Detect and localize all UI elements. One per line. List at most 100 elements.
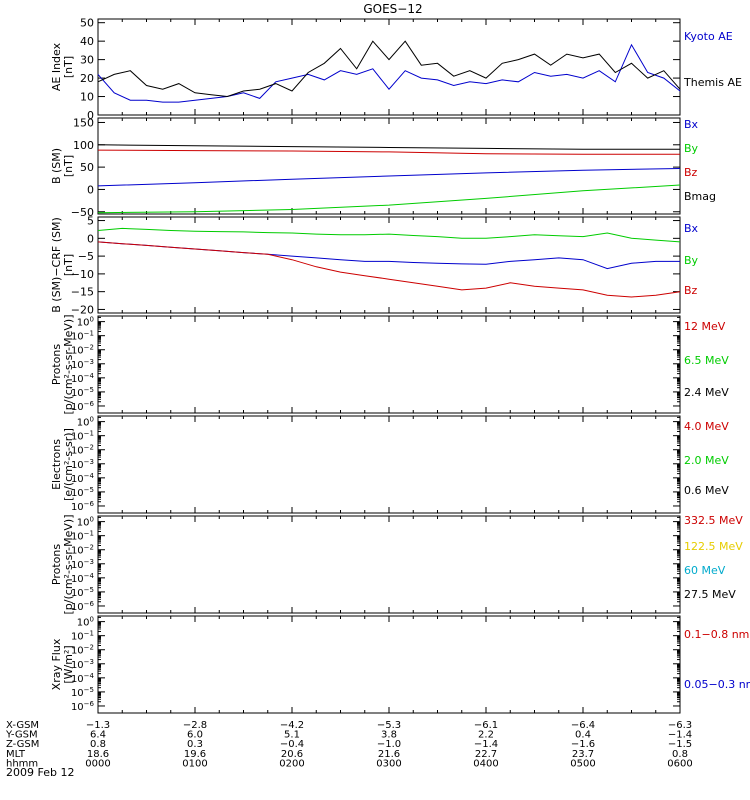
ephemeris-value: −1.4: [474, 739, 498, 750]
ephemeris-value: 5.1: [284, 730, 300, 741]
y-tick-label: 100: [77, 316, 94, 329]
y-tick-label: 10−1: [71, 630, 94, 643]
legend-entry: 0.6 MeV: [684, 484, 729, 497]
ephemeris-row-label: hhmm: [6, 758, 38, 769]
legend-entry: Kyoto AE: [684, 30, 733, 43]
ephemeris-value: 6.0: [187, 730, 203, 741]
y-tick-label: 10−5: [71, 686, 94, 699]
y-tick-label: 30: [80, 54, 94, 67]
plot-title: GOES−12: [363, 2, 422, 16]
y-tick-label: 20: [80, 72, 94, 85]
y-tick-label: 10−5: [71, 486, 94, 499]
ephemeris-value: 0000: [85, 758, 110, 769]
ephemeris-value: 0600: [667, 758, 692, 769]
ephemeris-value: −6.3: [668, 720, 692, 731]
ephemeris-row-label: Y-GSM: [5, 730, 38, 741]
y-tick-label: 10−4: [71, 672, 95, 685]
legend-entry: By: [684, 142, 699, 155]
legend-entry: Bx: [684, 118, 699, 131]
ephemeris-value: 0300: [376, 758, 401, 769]
y-tick-label: 50: [80, 17, 94, 30]
ephemeris-value: 0100: [182, 758, 207, 769]
legend-entry: 60 MeV: [684, 564, 726, 577]
y-tick-label: 10−2: [71, 344, 94, 357]
ephemeris-value: 20.6: [281, 749, 303, 760]
y-tick-label: 100: [77, 616, 94, 629]
panel-6: 10−610−510−410−310−210−1100Protons[p/(cm…: [50, 514, 743, 615]
y-tick-label: 10−4: [71, 372, 95, 385]
ephemeris-value: 23.7: [572, 749, 594, 760]
y-tick-label: 10−6: [71, 700, 95, 713]
ephemeris-value: 2.2: [478, 730, 494, 741]
panel-1: 0 10 20 30 40 50 AE Index[nT] Kyoto AE Themis AE: [50, 17, 742, 122]
y-tick-label: 10−2: [71, 544, 94, 557]
y-tick-label: 100: [77, 416, 94, 429]
y-tick-label: 10−1: [71, 430, 94, 443]
legend-entry: 332.5 MeV: [684, 514, 743, 527]
ephemeris-value: 19.6: [184, 749, 206, 760]
y-tick-label: 10: [80, 91, 94, 104]
series-line-by: [97, 227, 681, 243]
y-tick-label: 10−3: [71, 358, 94, 371]
series-line-bx: [97, 168, 681, 187]
legend-entry: Bmag: [684, 190, 716, 203]
ephemeris-row-label: MLT: [6, 749, 26, 760]
y-tick-label: −5: [78, 250, 94, 263]
y-tick-label: 10−4: [71, 472, 95, 485]
ephemeris-value: −1.3: [86, 720, 110, 731]
y-tick-label: 10−6: [71, 500, 95, 513]
panel-frame: [97, 615, 681, 714]
legend-entry: 122.5 MeV: [684, 540, 743, 553]
y-tick-label: 0: [87, 232, 94, 245]
y-axis-label: Electrons[e/(cm²-s-sr)]: [50, 428, 75, 501]
panel-3: −20 −15 −10 −5 0 5 B (SM)−CRF (SM)[nT] Bx By Bz: [50, 215, 699, 317]
y-axis-label: B (SM)−CRF (SM)[nT]: [50, 217, 75, 313]
y-tick-label: −20: [71, 303, 94, 316]
series-line-kyoto-ae: [97, 43, 681, 103]
y-tick-label: 100: [73, 139, 94, 152]
y-tick-label: 0: [87, 109, 94, 122]
ephemeris-axis: X-GSM −1.3 −2.8 −4.2 −5.3 −6.1 −6.4 −6.3 Y-GSM 6.…: [5, 720, 693, 769]
series-line-bx: [97, 241, 680, 270]
y-tick-label: 10−1: [71, 530, 94, 543]
legend-entry: Themis AE: [683, 76, 742, 89]
panel-frame: [97, 117, 681, 215]
panel-5: 10−610−510−410−310−210−1100Electrons[e/(…: [50, 415, 729, 514]
legend-entry: 12 MeV: [684, 320, 726, 333]
y-tick-label: 150: [73, 116, 94, 129]
y-tick-label: 10−5: [71, 386, 94, 399]
y-tick-label: −50: [71, 206, 94, 219]
y-tick-label: 0: [87, 183, 94, 196]
series-line-themis-ae: [97, 40, 681, 98]
panel-frame: [97, 415, 681, 514]
y-tick-label: 10−4: [71, 572, 95, 585]
y-tick-label: 10−3: [71, 658, 94, 671]
ephemeris-value: 18.6: [87, 749, 109, 760]
legend-entry: By: [684, 254, 699, 267]
series-line-bz: [97, 149, 680, 155]
y-tick-label: 10−1: [71, 330, 94, 343]
y-tick-label: 10−3: [71, 558, 94, 571]
legend-entry: 4.0 MeV: [684, 420, 729, 433]
y-tick-label: 10−6: [71, 400, 95, 413]
y-axis-label: B (SM)[nT]: [50, 148, 75, 184]
ephemeris-value: 0.4: [575, 730, 591, 741]
y-tick-label: 10−2: [71, 444, 94, 457]
series-line-by: [97, 184, 681, 214]
ephemeris-value: 6.4: [90, 730, 106, 741]
legend-entry: Bz: [684, 166, 698, 179]
y-tick-label: −15: [71, 286, 94, 299]
legend-entry: 6.5 MeV: [684, 354, 729, 367]
ephemeris-value: 0200: [279, 758, 304, 769]
y-tick-label: 10−2: [71, 644, 94, 657]
ephemeris-row-label: X-GSM: [6, 720, 39, 731]
y-tick-label: 10−5: [71, 586, 94, 599]
ephemeris-value: −6.1: [474, 720, 498, 731]
ephemeris-value: −1.0: [377, 739, 401, 750]
panel-frame: [97, 18, 681, 116]
legend-entry: 2.4 MeV: [684, 386, 729, 399]
ephemeris-value: 21.6: [378, 749, 400, 760]
legend-entry: 0.1−0.8 nm: [684, 628, 749, 641]
ephemeris-value: 0400: [473, 758, 498, 769]
